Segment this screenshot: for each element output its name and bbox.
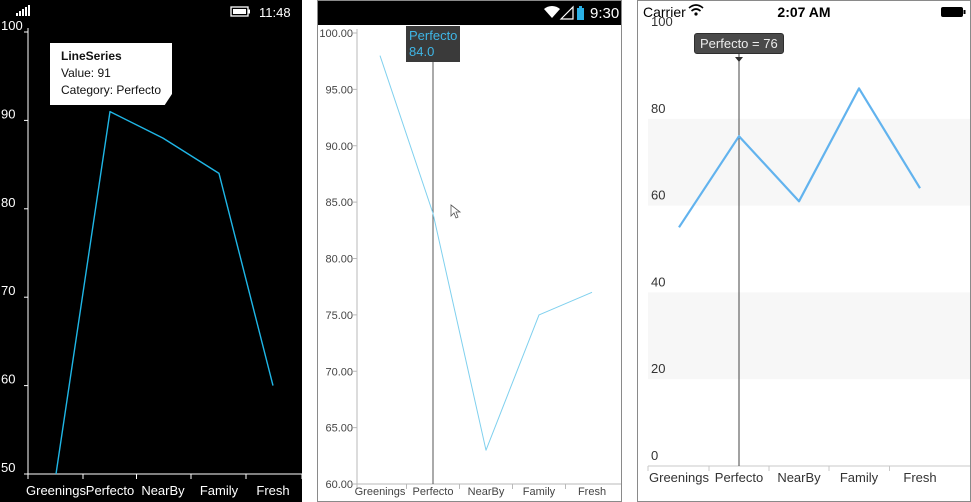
y-tick-label: 75.00 [325,310,353,322]
x-tick-label: Perfecto [715,470,763,485]
wp-tooltip-title: LineSeries [61,49,122,63]
x-tick-label: NearBy [141,483,185,498]
series-line [55,110,274,475]
android-line-chart: 60.00 65.00 70.00 75.00 80.00 85.00 90.00 95.00… [319,28,621,498]
wp-line-chart: 50 60 70 80 90 100 Greenings Perfecto NearBy Fami… [1,18,302,498]
battery-icon [577,6,584,20]
x-tick-label: Greenings [355,486,406,498]
battery-icon [941,7,966,17]
ios-panel: Carrier 2:07 AM 0 20 40 60 80 100 Greenings Per… [637,0,971,502]
android-status-icons [544,5,584,20]
y-tick-label: 100 [651,14,673,29]
signal-icon [559,5,574,20]
x-tick-label: NearBy [468,486,505,498]
y-tick-label: 60 [651,188,665,203]
ios-line-chart: 0 20 40 60 80 100 Greenings Perfecto NearBy Famil… [647,14,970,485]
x-tick-label: NearBy [777,470,821,485]
y-tick-label: 95.00 [325,84,353,96]
x-tick-label: Family [200,483,239,498]
y-tick-label: 100.00 [319,28,353,40]
wp-tooltip-value: Value: 91 [61,66,111,80]
x-tick-label: Family [523,486,556,498]
y-tick-label: 50 [1,460,15,475]
wp-tooltip: LineSeries Value: 91 Category: Perfecto [50,43,173,105]
android-tooltip-value: 84.0 [409,44,435,59]
y-tick-label: 90.00 [325,141,353,153]
y-tick-label: 70.00 [325,366,353,378]
series-line [379,55,593,451]
y-tick-label: 85.00 [325,197,353,209]
signal-icon [16,5,30,16]
wp-status-icons [16,5,250,17]
ios-tooltip: Perfecto = 76 [694,33,784,54]
android-panel: 9:30 60.00 65.00 70.00 75.00 80.00 85.00 90.00… [317,0,622,502]
wifi-icon [688,4,704,16]
y-tick-label: 60.00 [325,479,353,491]
y-tick-label: 80 [1,195,15,210]
y-tick-label: 90 [1,106,15,121]
tooltip-pointer [735,57,743,62]
y-tick-label: 80.00 [325,254,353,266]
x-tick-label: Fresh [578,486,606,498]
wp-tooltip-category: Category: Perfecto [61,83,162,97]
android-tooltip-category: Perfecto [409,28,458,43]
x-tick-label: Greenings [649,470,709,485]
x-tick-label: Perfecto [86,483,134,498]
android-status-time: 9:30 [590,5,620,22]
battery-icon [230,6,250,17]
x-tick-label: Perfecto [413,486,454,498]
ios-status-bar: Carrier 2:07 AM [638,1,970,23]
x-tick-label: Fresh [903,470,936,485]
y-tick-label: 20 [651,361,665,376]
wp-status-bar: 11:48 [0,0,302,24]
windows-phone-panel: 11:48 50 60 70 80 90 100 Greenings Perfecto Near… [0,0,302,502]
y-tick-label: 100 [1,18,23,33]
wifi-icon [544,5,560,18]
y-tick-label: 80 [651,101,665,116]
grid-band [648,118,970,206]
y-tick-label: 0 [651,448,658,463]
y-tick-label: 60 [1,372,15,387]
ios-status-time: 2:07 AM [777,4,831,20]
y-tick-label: 40 [651,274,665,289]
android-tooltip: Perfecto 84.0 [406,26,461,62]
android-status-bar: 9:30 [318,1,621,25]
y-tick-label: 65.00 [325,423,353,435]
wp-status-time: 11:48 [259,5,291,20]
x-tick-label: Greenings [26,483,86,498]
ios-carrier: Carrier [643,4,686,20]
y-tick-label: 70 [1,283,15,298]
x-tick-label: Fresh [256,483,289,498]
x-tick-label: Family [840,470,879,485]
grid-band [648,292,970,380]
ios-status-icons [688,4,966,17]
